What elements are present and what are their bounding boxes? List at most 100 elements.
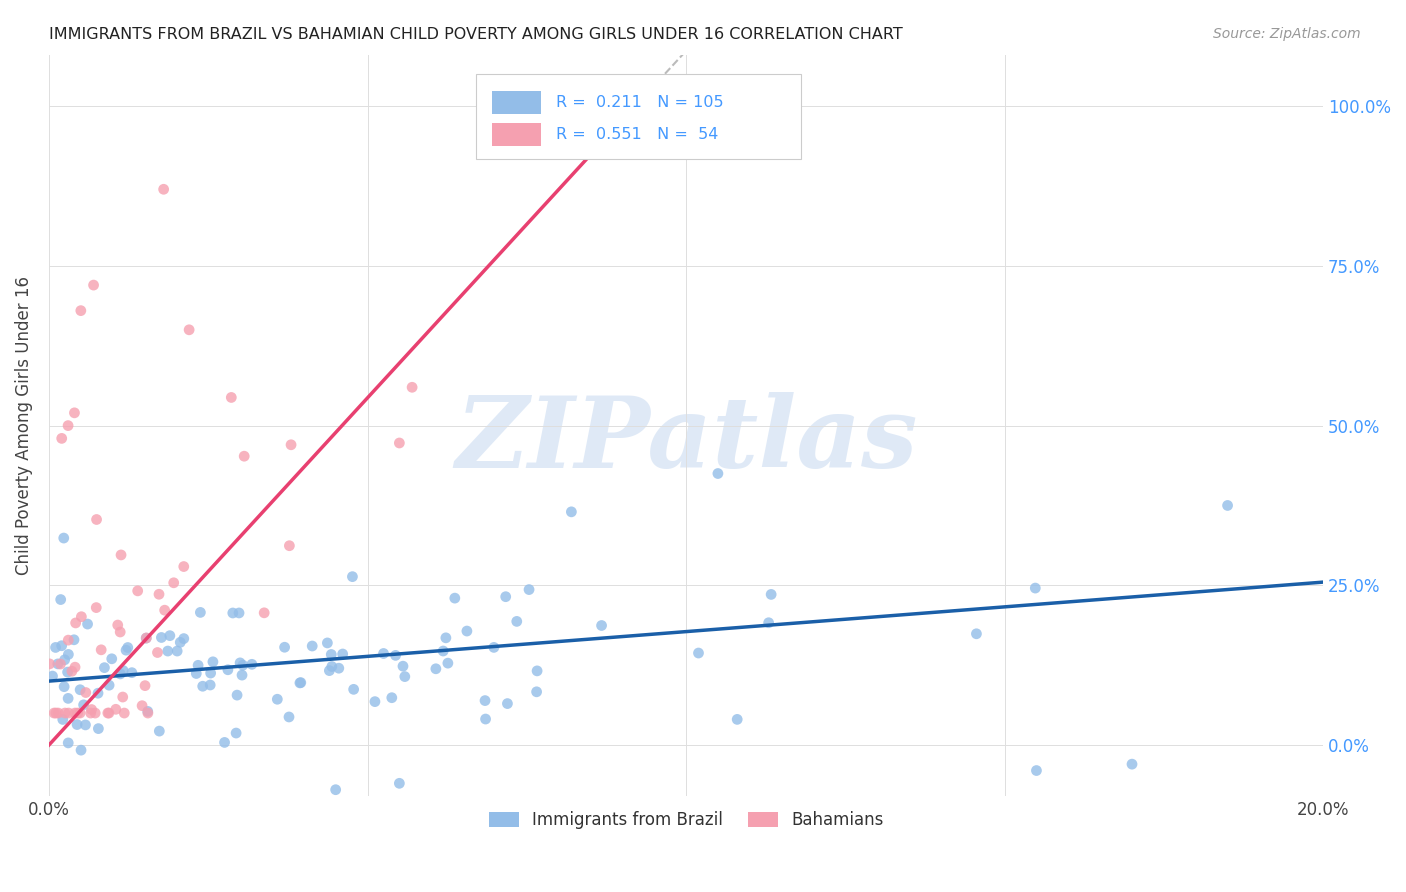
Point [87, 722, 110, 736]
Point [58, 648, 80, 662]
Point [443, 591, 465, 606]
Point [80, 702, 103, 716]
Point [332, 647, 354, 661]
Point [63, 632, 86, 647]
Point [373, 647, 395, 661]
Point [66, 717, 89, 731]
Point [52, 713, 75, 727]
Point [169, 635, 191, 649]
Point [97, 706, 120, 720]
FancyBboxPatch shape [492, 92, 541, 113]
Point [111, 690, 134, 704]
Point [198, 678, 221, 692]
Point [321, 659, 343, 673]
Point [432, 644, 454, 658]
Point [131, 698, 153, 713]
Point [591, 618, 613, 632]
Point [66, 706, 89, 720]
Point [134, 679, 156, 693]
Point [117, 640, 139, 655]
Point [381, 690, 404, 705]
Point [456, 624, 478, 638]
Point [173, 559, 195, 574]
Point [51, 431, 73, 445]
Point [63, 660, 86, 674]
Point [84, 600, 107, 615]
Point [1121, 757, 1143, 772]
Point [278, 710, 301, 724]
Point [232, 658, 254, 673]
Point [69, 682, 91, 697]
Point [41, 669, 63, 683]
Point [759, 587, 782, 601]
Point [53, 680, 76, 694]
Point [150, 631, 173, 645]
Point [318, 664, 340, 678]
Point [166, 644, 188, 658]
Point [388, 776, 411, 790]
Point [266, 692, 288, 706]
Point [156, 644, 179, 658]
Point [526, 685, 548, 699]
Text: R =  0.211   N = 105: R = 0.211 N = 105 [557, 95, 724, 110]
Point [688, 646, 710, 660]
Point [190, 606, 212, 620]
Point [278, 539, 301, 553]
Point [49, 657, 72, 671]
Point [388, 436, 411, 450]
Point [425, 662, 447, 676]
Point [84, 706, 107, 720]
Point [280, 438, 302, 452]
Point [384, 648, 406, 663]
Point [52, 531, 75, 545]
Point [46, 706, 69, 720]
Point [98, 678, 121, 692]
FancyBboxPatch shape [492, 123, 541, 145]
Point [75, 718, 97, 732]
Point [56, 418, 79, 433]
Point [226, 688, 249, 702]
Point [146, 646, 169, 660]
Point [87, 686, 110, 700]
Point [107, 618, 129, 632]
Point [115, 643, 138, 657]
Point [76, 617, 98, 632]
Point [148, 587, 170, 601]
Point [725, 712, 748, 726]
Point [394, 670, 416, 684]
Point [58, 706, 80, 720]
Point [49, 592, 72, 607]
Point [758, 615, 780, 630]
Point [240, 657, 263, 672]
Point [163, 575, 186, 590]
Legend: Immigrants from Brazil, Bahamians: Immigrants from Brazil, Bahamians [482, 805, 890, 836]
Point [97, 706, 120, 720]
Point [482, 640, 505, 655]
Point [526, 664, 548, 678]
Point [288, 676, 311, 690]
Point [90, 642, 112, 657]
Point [69, 303, 91, 318]
Point [100, 652, 122, 666]
Point [83, 278, 105, 293]
Point [53, 653, 76, 667]
Point [560, 505, 582, 519]
Point [222, 606, 245, 620]
Point [474, 693, 496, 707]
Point [110, 666, 132, 681]
FancyBboxPatch shape [475, 74, 801, 159]
Point [328, 661, 350, 675]
Point [201, 655, 224, 669]
Point [70, 609, 93, 624]
Point [58, 736, 80, 750]
Point [506, 615, 529, 629]
Point [108, 625, 131, 640]
Point [221, 391, 243, 405]
Point [135, 631, 157, 645]
Point [495, 590, 517, 604]
Point [290, 675, 312, 690]
Point [364, 695, 387, 709]
Point [127, 583, 149, 598]
Point [401, 380, 423, 394]
Point [228, 606, 250, 620]
